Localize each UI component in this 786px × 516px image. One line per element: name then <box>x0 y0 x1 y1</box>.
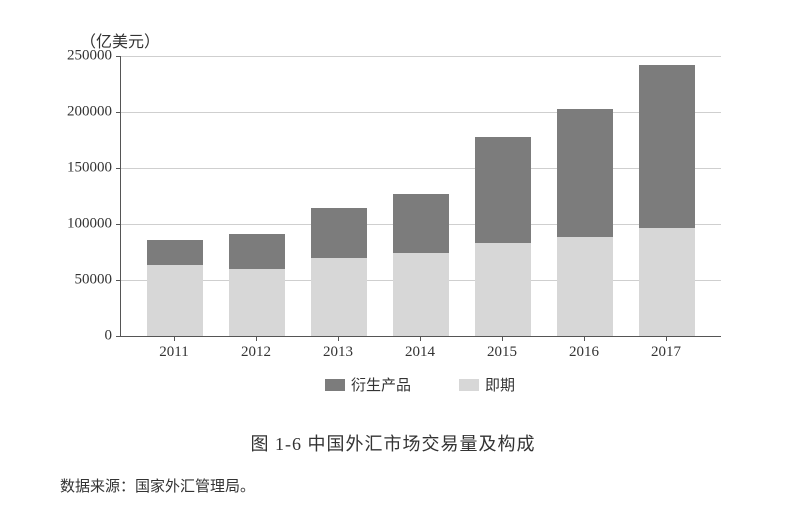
xtick-label: 2017 <box>651 344 681 361</box>
xtick-label: 2011 <box>159 344 188 361</box>
bar-segment-spot <box>475 243 531 336</box>
plot-area <box>120 56 721 337</box>
ytick-mark <box>116 280 121 281</box>
data-source: 数据来源：国家外汇管理局。 <box>60 475 255 496</box>
legend: 衍生产品 即期 <box>120 374 720 395</box>
bar-segment-derivative <box>475 137 531 243</box>
bar-segment-derivative <box>311 208 367 257</box>
ytick-label: 150000 <box>32 160 112 177</box>
xtick-mark <box>338 336 339 341</box>
xtick-label: 2016 <box>569 344 599 361</box>
bar-segment-spot <box>147 265 203 336</box>
xtick-label: 2014 <box>405 344 435 361</box>
bar-segment-derivative <box>557 109 613 238</box>
ytick-mark <box>116 112 121 113</box>
ytick-label: 0 <box>32 328 112 345</box>
legend-label: 即期 <box>485 378 515 394</box>
bar-segment-spot <box>557 237 613 336</box>
bar-segment-spot <box>393 253 449 336</box>
xtick-label: 2015 <box>487 344 517 361</box>
ytick-mark <box>116 168 121 169</box>
legend-swatch <box>459 379 479 391</box>
gridline <box>121 168 721 169</box>
bar-segment-spot <box>229 269 285 336</box>
bar-segment-derivative <box>147 240 203 266</box>
xtick-mark <box>502 336 503 341</box>
bar-segment-spot <box>639 228 695 336</box>
gridline <box>121 112 721 113</box>
xtick-label: 2012 <box>241 344 271 361</box>
ytick-label: 250000 <box>32 48 112 65</box>
ytick-mark <box>116 224 121 225</box>
xtick-mark <box>420 336 421 341</box>
legend-swatch <box>325 379 345 391</box>
xtick-mark <box>174 336 175 341</box>
page: （亿美元） 衍生产品即期 050000100000150000200000250… <box>0 0 786 516</box>
xtick-mark <box>256 336 257 341</box>
bar-segment-derivative <box>393 194 449 253</box>
legend-item-spot: 即期 <box>459 374 515 395</box>
xtick-mark <box>666 336 667 341</box>
xtick-label: 2013 <box>323 344 353 361</box>
figure-caption: 图 1-6 中国外汇市场交易量及构成 <box>0 430 786 456</box>
bar-segment-derivative <box>229 234 285 269</box>
ytick-mark <box>116 336 121 337</box>
ytick-mark <box>116 56 121 57</box>
xtick-mark <box>584 336 585 341</box>
ytick-label: 100000 <box>32 216 112 233</box>
gridline <box>121 56 721 57</box>
legend-item-derivative: 衍生产品 <box>325 374 411 395</box>
legend-label: 衍生产品 <box>351 378 411 394</box>
bar-segment-spot <box>311 258 367 336</box>
chart: 衍生产品即期 050000100000150000200000250000201… <box>120 56 720 336</box>
ytick-label: 50000 <box>32 272 112 289</box>
ytick-label: 200000 <box>32 104 112 121</box>
bar-segment-derivative <box>639 65 695 229</box>
